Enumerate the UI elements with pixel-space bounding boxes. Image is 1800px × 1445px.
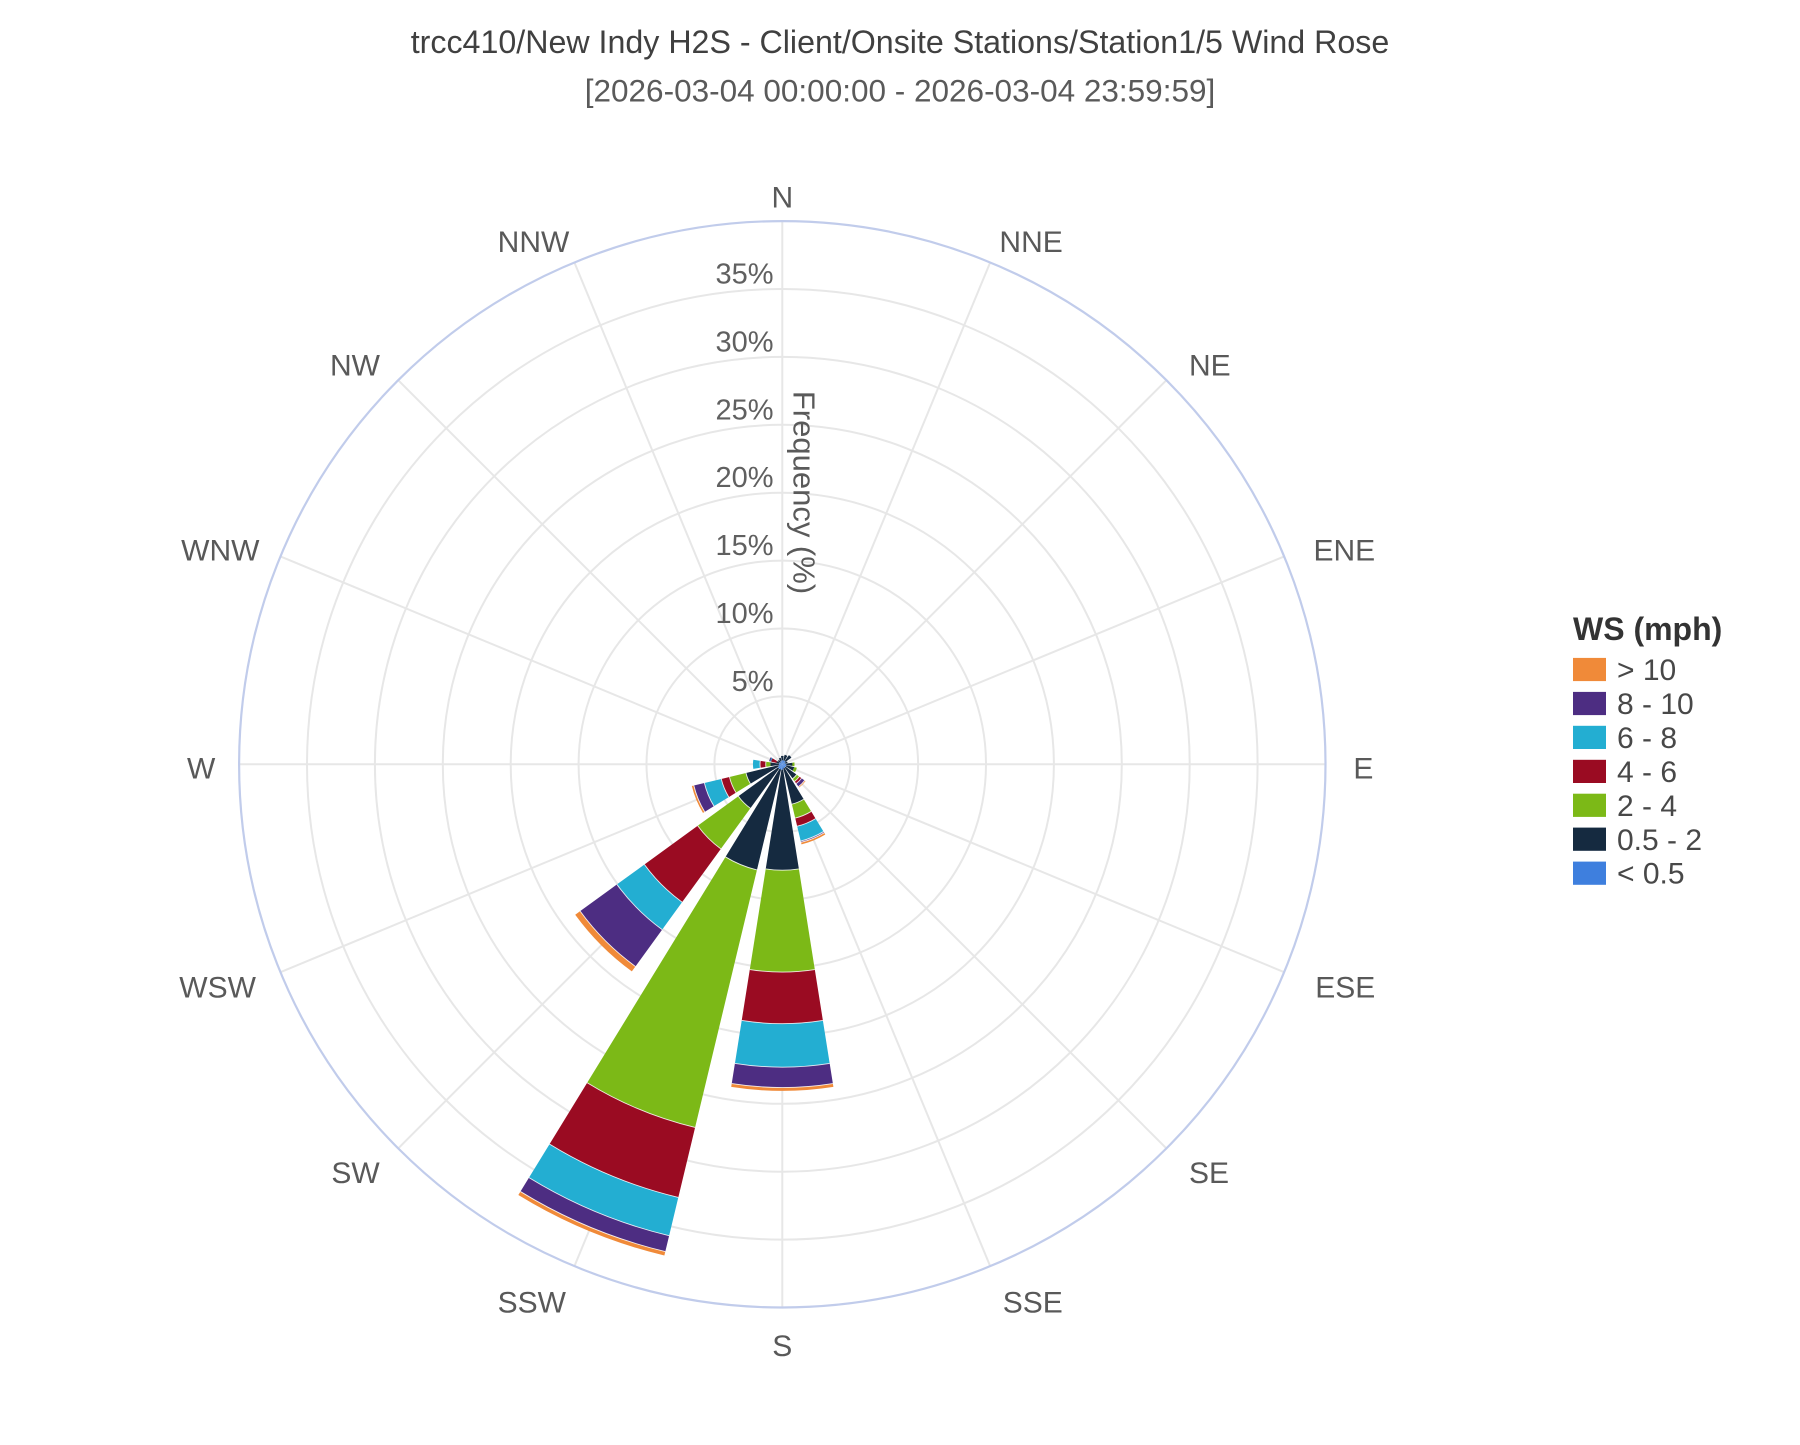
svg-text:5%: 5% — [732, 666, 774, 698]
svg-text:trcc410/New Indy H2S - Client/: trcc410/New Indy H2S - Client/Onsite Sta… — [411, 24, 1390, 60]
svg-text:[2026-03-04 00:00:00 - 2026-03: [2026-03-04 00:00:00 - 2026-03-04 23:59:… — [585, 73, 1216, 109]
svg-text:> 10: > 10 — [1617, 654, 1676, 687]
svg-text:10%: 10% — [715, 598, 773, 630]
svg-text:ESE: ESE — [1315, 972, 1375, 1005]
svg-text:SE: SE — [1189, 1157, 1229, 1190]
svg-text:NW: NW — [330, 349, 381, 382]
svg-text:35%: 35% — [715, 259, 773, 291]
svg-text:NNE: NNE — [999, 226, 1062, 259]
svg-text:Frequency (%): Frequency (%) — [787, 391, 822, 594]
svg-text:SW: SW — [331, 1157, 380, 1190]
svg-text:SSW: SSW — [498, 1286, 567, 1319]
svg-text:8 - 10: 8 - 10 — [1617, 688, 1694, 721]
svg-text:< 0.5: < 0.5 — [1617, 858, 1685, 891]
svg-text:NNW: NNW — [498, 226, 570, 259]
svg-text:30%: 30% — [715, 326, 773, 358]
svg-text:SSE: SSE — [1003, 1286, 1063, 1319]
svg-text:WSW: WSW — [179, 972, 256, 1005]
svg-text:0.5 - 2: 0.5 - 2 — [1617, 824, 1702, 857]
svg-text:2 - 4: 2 - 4 — [1617, 790, 1677, 823]
svg-text:20%: 20% — [715, 462, 773, 494]
svg-text:W: W — [187, 752, 216, 785]
svg-text:6 - 8: 6 - 8 — [1617, 722, 1677, 755]
svg-text:S: S — [772, 1330, 792, 1363]
svg-text:ENE: ENE — [1313, 535, 1375, 568]
svg-text:4 - 6: 4 - 6 — [1617, 756, 1677, 789]
svg-text:NE: NE — [1189, 349, 1231, 382]
svg-text:WS (mph): WS (mph) — [1573, 611, 1722, 647]
svg-text:15%: 15% — [715, 530, 773, 562]
svg-text:E: E — [1353, 752, 1373, 785]
svg-text:WNW: WNW — [181, 535, 260, 568]
svg-text:N: N — [771, 181, 793, 214]
svg-text:25%: 25% — [715, 394, 773, 426]
